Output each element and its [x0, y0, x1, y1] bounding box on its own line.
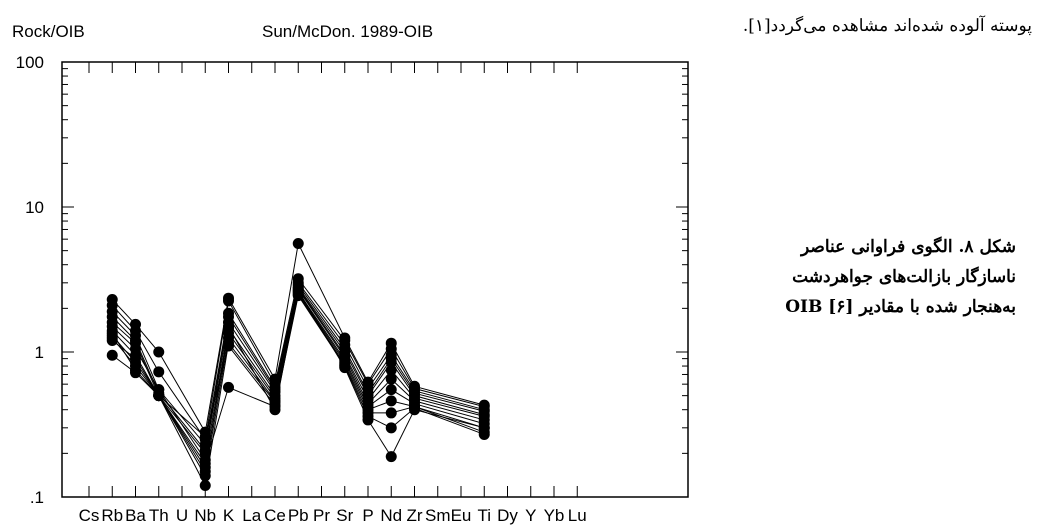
- x-tick-label: Nd: [380, 506, 402, 525]
- data-point: [223, 381, 234, 393]
- series-line-5: [111, 285, 485, 455]
- x-tick-label: Ba: [125, 506, 146, 525]
- x-tick-label: U: [176, 506, 188, 525]
- data-point: [153, 366, 165, 378]
- x-tick-label: Th: [149, 506, 169, 525]
- body-text-line: پوسته آلوده شده‌اند مشاهده می‌گردد[۱].: [742, 16, 1032, 36]
- data-point: [385, 364, 397, 376]
- x-tick-label: P: [362, 506, 373, 525]
- data-point: [199, 480, 211, 492]
- data-point: [339, 362, 351, 374]
- y-tick-label: .1: [30, 488, 44, 507]
- data-point: [385, 451, 397, 463]
- data-point: [223, 295, 234, 307]
- x-tick-label: Ce: [264, 506, 286, 525]
- data-point: [385, 384, 397, 396]
- series-line-7: [111, 288, 485, 469]
- data-point: [362, 414, 374, 426]
- data-point: [478, 422, 490, 434]
- data-point: [199, 431, 211, 443]
- x-tick-label: Sm: [425, 506, 451, 525]
- data-point: [223, 320, 234, 332]
- x-tick-label: Yb: [544, 506, 565, 525]
- x-tick-label: Rb: [101, 506, 123, 525]
- y-tick-label: 1: [35, 343, 44, 362]
- data-point: [292, 238, 304, 250]
- x-tick-label: Y: [525, 506, 536, 525]
- caption-line-2: ناسازگار بازالت‌های جواهردشت: [792, 267, 1016, 287]
- caption-line-3: به‌هنجار شده با مقادیر OIB [۶]: [785, 297, 1016, 317]
- data-point: [106, 349, 118, 361]
- caption-line-1: شکل ۸. الگوی فراوانی عناصر: [801, 237, 1016, 257]
- x-tick-label: Lu: [568, 506, 587, 525]
- x-tick-label: Dy: [497, 506, 518, 525]
- data-point: [130, 367, 141, 379]
- y-tick-label: 100: [16, 53, 44, 72]
- series-line-2: [111, 277, 485, 441]
- data-point: [385, 373, 397, 385]
- x-tick-label: Zr: [406, 506, 422, 525]
- data-point: [199, 465, 211, 477]
- data-point: [130, 353, 141, 365]
- x-tick-label: K: [223, 506, 235, 525]
- x-tick-label: Cs: [79, 506, 100, 525]
- x-tick-label: Pr: [313, 506, 330, 525]
- series-line-6: [111, 287, 485, 462]
- spider-diagram: 100 10 1 .1 Cs Rb Ba Th U Nb K La Ce Pb Pr Sr P Nd Zr Sm Eu T…: [16, 53, 689, 525]
- data-point: [385, 395, 397, 407]
- data-point: [385, 356, 397, 368]
- data-point: [385, 407, 397, 419]
- series-line-12: [111, 289, 485, 473]
- figure-caption: شکل ۸. الگوی فراوانی عناصر ناسازگار بازا…: [716, 232, 1016, 322]
- series-line-9: [111, 291, 485, 488]
- series-line-8: [111, 290, 485, 478]
- data-point: [106, 335, 118, 347]
- data-point: [409, 404, 420, 416]
- data-point: [269, 404, 281, 416]
- data-point: [153, 346, 165, 358]
- x-tick-label: Pb: [288, 506, 309, 525]
- x-tick-label: Nb: [194, 506, 216, 525]
- series-line-3: [111, 281, 485, 446]
- data-point: [153, 390, 165, 402]
- y-axis-title: Rock/OIB: [12, 22, 85, 41]
- data-point: [292, 285, 304, 297]
- y-tick-label: 10: [25, 198, 44, 217]
- plot-frame: [61, 61, 689, 498]
- chart-title: Sun/McDon. 1989-OIB: [262, 22, 434, 41]
- series-line-10: [111, 293, 485, 438]
- chart-header: Rock/OIB Sun/McDon. 1989-OIB: [12, 22, 702, 42]
- data-point: [385, 422, 397, 434]
- x-tick-label: Sr: [336, 506, 353, 525]
- series-line-11: [111, 294, 485, 465]
- x-tick-label: La: [242, 506, 261, 525]
- x-tick-label: Eu: [451, 506, 472, 525]
- x-tick-label: Ti: [477, 506, 491, 525]
